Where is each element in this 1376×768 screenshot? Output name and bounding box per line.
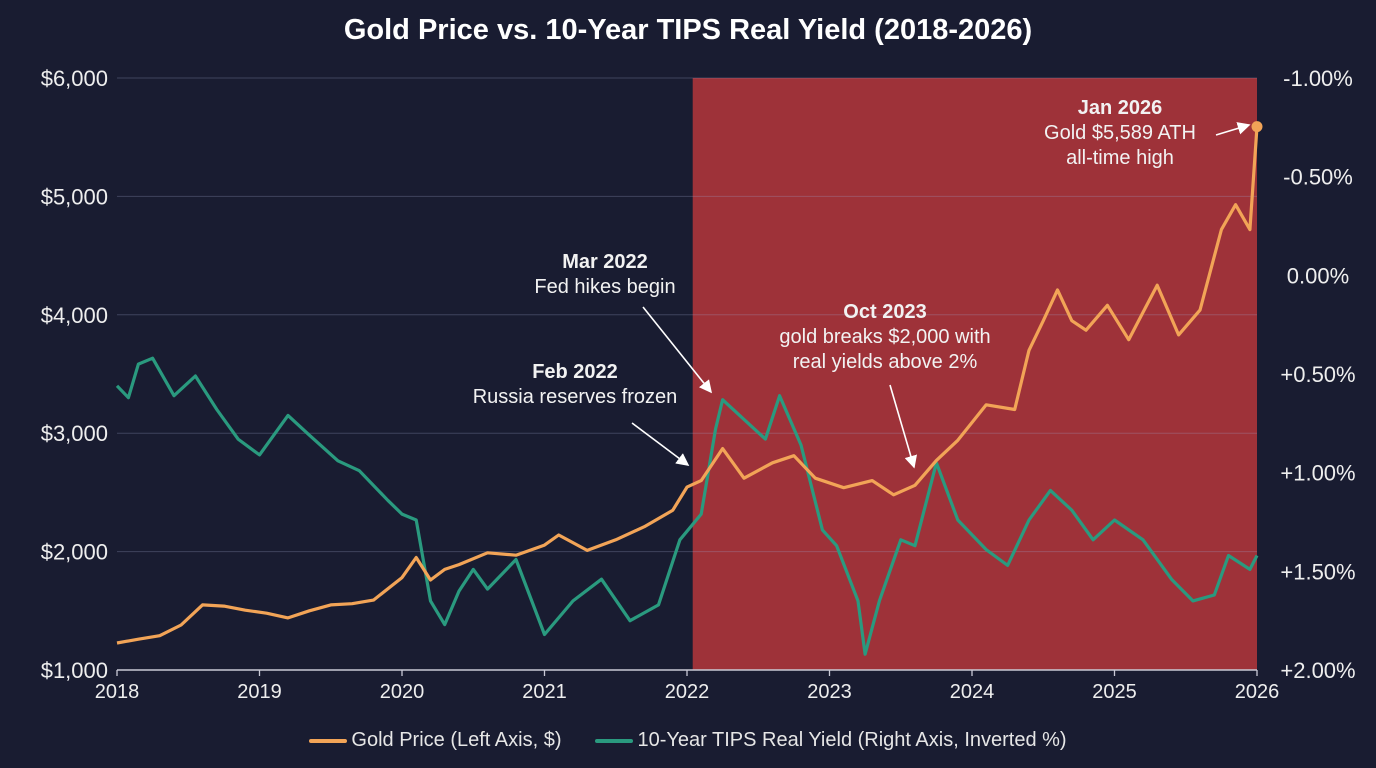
legend-label: 10-Year TIPS Real Yield (Right Axis, Inv… — [637, 729, 1067, 751]
x-axis: 2018 2019 2020 2021 2022 2023 2024 2025 2026 — [95, 670, 1280, 703]
annotation-jan-2026: Jan 2026 Gold $5,589 ATH all-time high — [1025, 96, 1215, 171]
right-axis: -1.00% -0.50% 0.00% +0.50% +1.00% +1.50% +2.00… — [1280, 66, 1355, 683]
annotation-mar-2022: Mar 2022 Fed hikes begin — [490, 250, 720, 300]
annotation-feb-2022: Feb 2022 Russia reserves frozen — [440, 360, 710, 410]
annotation-text: gold breaks $2,000 with — [779, 326, 991, 348]
right-tick-label: -0.50% — [1283, 165, 1353, 190]
annotation-arrow-jan-2026 — [1215, 122, 1251, 136]
chart-title: Gold Price vs. 10-Year TIPS Real Yield (… — [343, 14, 1033, 46]
x-tick-label: 2022 — [665, 681, 710, 703]
annotation-title: Oct 2023 — [843, 301, 927, 323]
x-tick-label: 2025 — [1092, 681, 1137, 703]
left-axis: $1,000 $2,000 $3,000 $4,000 $5,000 $6,000 — [41, 66, 108, 683]
x-tick-label: 2019 — [237, 681, 282, 703]
annotation-text: Russia reserves frozen — [472, 386, 678, 408]
annotation-text: Gold $5,589 ATH — [1044, 122, 1196, 144]
annotation-text: Fed hikes begin — [534, 276, 676, 298]
right-tick-label: +2.00% — [1280, 658, 1355, 683]
legend-swatch-tips — [595, 738, 634, 743]
annotation-arrow-oct-2023 — [889, 384, 917, 469]
left-tick-label: $5,000 — [41, 184, 108, 209]
left-tick-label: $3,000 — [41, 421, 108, 446]
legend: Gold Price (Left Axis, $) 10-Year TIPS R… — [0, 729, 1376, 752]
right-tick-label: -1.00% — [1283, 66, 1353, 91]
x-tick-label: 2021 — [522, 681, 567, 703]
annotation-arrow-mar-2022 — [642, 306, 712, 394]
left-tick-label: $2,000 — [41, 540, 108, 565]
x-tick-label: 2023 — [807, 681, 852, 703]
annotation-title: Feb 2022 — [532, 361, 618, 383]
annotation-oct-2023: Oct 2023 gold breaks $2,000 with real yi… — [740, 300, 1030, 375]
legend-label: Gold Price (Left Axis, $) — [351, 729, 562, 751]
shaded-region — [692, 78, 1257, 670]
annotation-title: Mar 2022 — [562, 251, 648, 273]
annotation-title: Jan 2026 — [1077, 97, 1163, 119]
x-tick-label: 2020 — [380, 681, 425, 703]
x-tick-label: 2026 — [1235, 681, 1280, 703]
left-tick-label: $1,000 — [41, 658, 108, 683]
right-tick-label: +1.50% — [1280, 559, 1355, 584]
left-tick-label: $6,000 — [41, 66, 108, 91]
annotation-text-2: all-time high — [1066, 147, 1174, 169]
right-tick-label: +1.00% — [1280, 461, 1355, 486]
left-tick-label: $4,000 — [41, 303, 108, 328]
legend-item-tips: 10-Year TIPS Real Yield (Right Axis, Inv… — [595, 729, 1067, 752]
annotation-text-2: real yields above 2% — [792, 351, 978, 373]
ath-marker — [1251, 121, 1263, 133]
x-tick-label: 2024 — [950, 681, 995, 703]
x-tick-label: 2018 — [95, 681, 140, 703]
annotation-arrow-feb-2022 — [631, 422, 690, 466]
series-gold-line — [116, 126, 1259, 645]
legend-item-gold: Gold Price (Left Axis, $) — [309, 729, 561, 752]
legend-swatch-gold — [309, 738, 348, 743]
right-tick-label: +0.50% — [1280, 362, 1355, 387]
right-tick-label: 0.00% — [1287, 263, 1349, 288]
